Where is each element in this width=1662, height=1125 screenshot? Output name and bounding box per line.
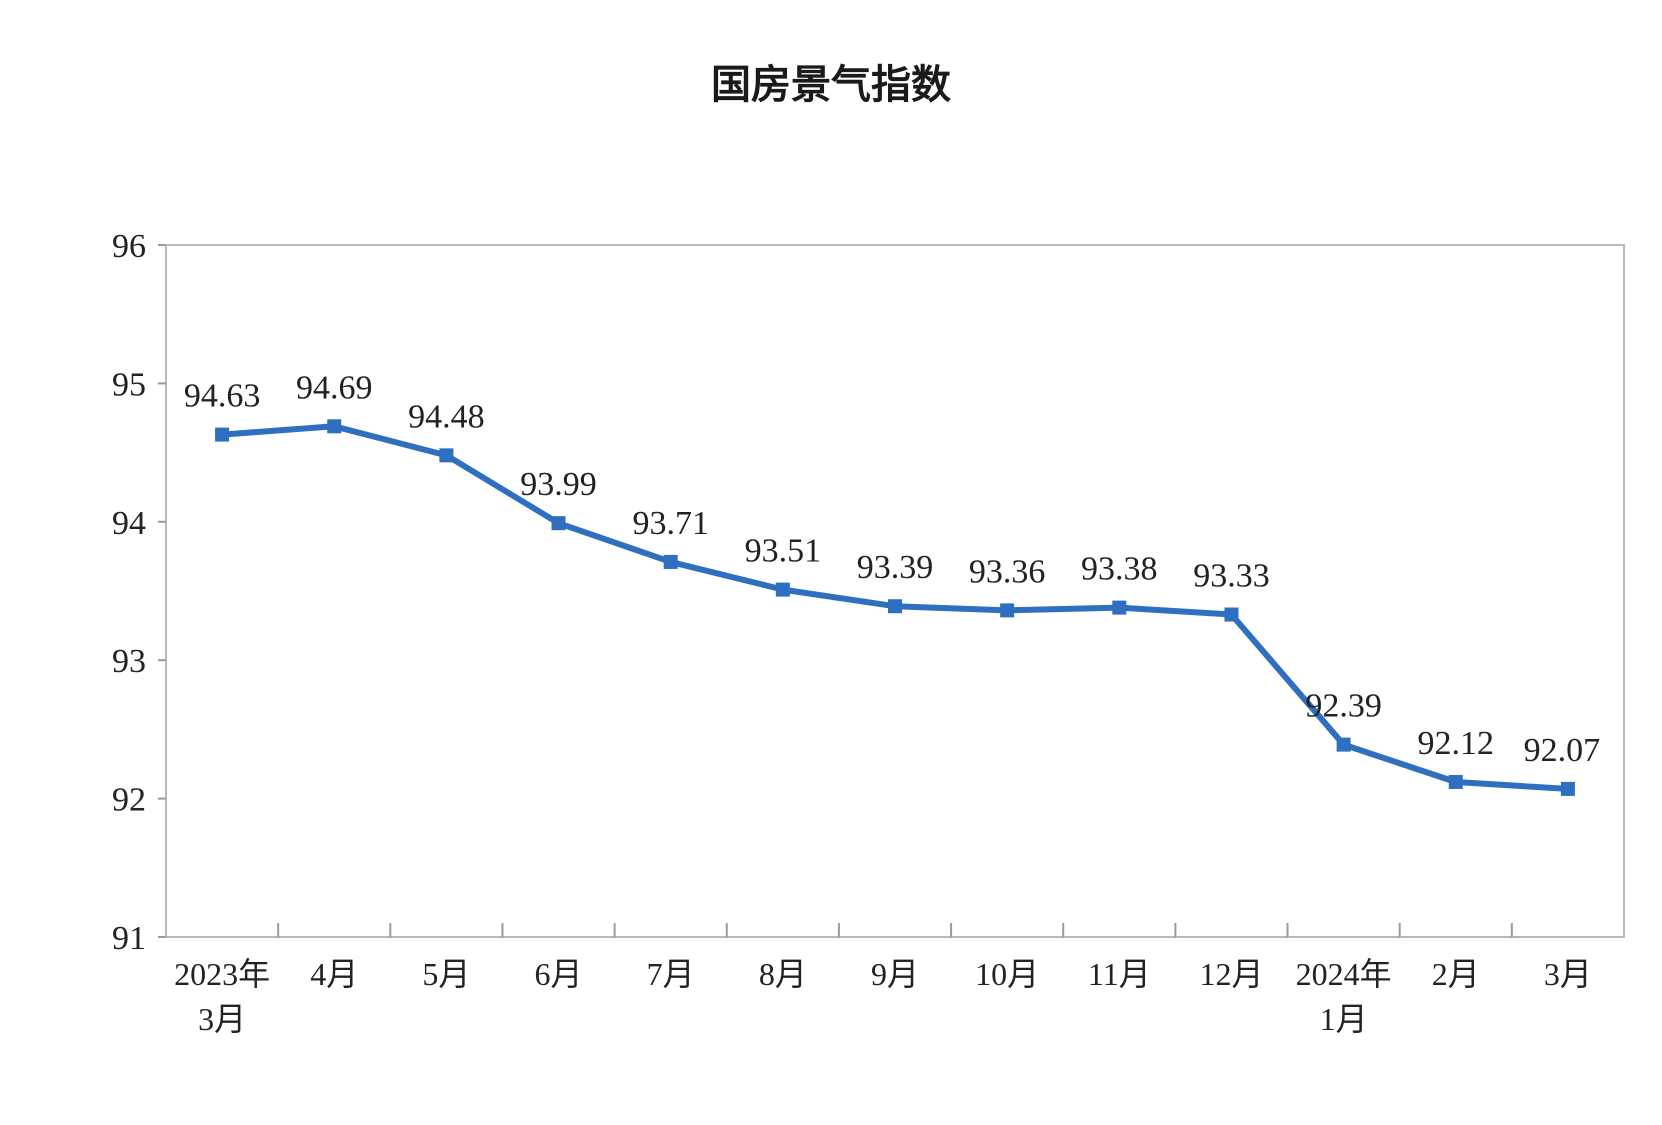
data-labels: 94.63 94.69 94.48 93.99 93.71 93.51 93.39 93.36…	[184, 369, 1600, 769]
data-label: 92.39	[1305, 688, 1382, 725]
data-point	[663, 554, 678, 569]
data-point	[327, 419, 342, 434]
data-point	[775, 582, 790, 597]
data-point	[1224, 607, 1239, 622]
x-tick-label: 10月	[975, 956, 1039, 992]
data-point	[439, 448, 454, 463]
x-tick-label: 6月	[535, 956, 583, 992]
x-tick-label: 2月	[1432, 956, 1480, 992]
data-point	[215, 427, 230, 442]
y-tick-label: 94	[112, 505, 146, 542]
data-label: 94.63	[184, 378, 261, 415]
data-label: 94.69	[296, 369, 373, 406]
plot-frame	[165, 244, 1625, 938]
x-tick-label: 4月	[310, 956, 358, 992]
plot-area-border	[165, 244, 1625, 938]
data-label: 93.39	[857, 549, 934, 586]
x-tick-label: 9月	[871, 956, 919, 992]
data-label: 93.36	[969, 553, 1046, 590]
y-tick-label: 93	[112, 643, 146, 680]
data-point	[1560, 781, 1575, 796]
y-tick-label: 91	[112, 920, 146, 957]
data-label: 93.99	[520, 466, 597, 503]
y-tick-label: 96	[112, 228, 146, 265]
data-point	[1000, 603, 1015, 618]
x-tick-label: 8月	[759, 956, 807, 992]
data-point	[1336, 737, 1351, 752]
y-tick-label: 95	[112, 366, 146, 403]
x-tick-label: 12月	[1199, 956, 1263, 992]
series-layer	[215, 419, 1575, 796]
data-label: 93.71	[632, 505, 709, 542]
data-point	[1112, 600, 1127, 615]
x-tick-label: 2023年 3月	[174, 956, 270, 1037]
data-label: 92.12	[1418, 725, 1495, 762]
data-label: 92.07	[1524, 732, 1601, 769]
data-label: 93.33	[1193, 558, 1270, 595]
y-tick-label: 92	[112, 782, 146, 819]
x-tick-label: 3月	[1544, 956, 1592, 992]
data-label: 93.38	[1081, 551, 1158, 588]
y-axis: 91 92 93 94 95 96	[112, 228, 166, 957]
chart-title: 国房景气指数	[711, 62, 951, 108]
x-tick-label: 2024年 1月	[1296, 956, 1392, 1037]
data-label: 93.51	[745, 533, 822, 570]
x-axis: 2023年 3月 4月 5月 6月 7月 8月 9月 10月 11月 12月 2024年 1月 2月 3月	[174, 923, 1592, 1037]
data-point	[551, 516, 566, 531]
x-tick-label: 11月	[1088, 956, 1151, 992]
x-tick-label: 5月	[422, 956, 470, 992]
data-point	[1448, 774, 1463, 789]
data-label: 94.48	[408, 398, 485, 435]
data-point	[888, 599, 902, 614]
x-tick-label: 7月	[647, 956, 695, 992]
